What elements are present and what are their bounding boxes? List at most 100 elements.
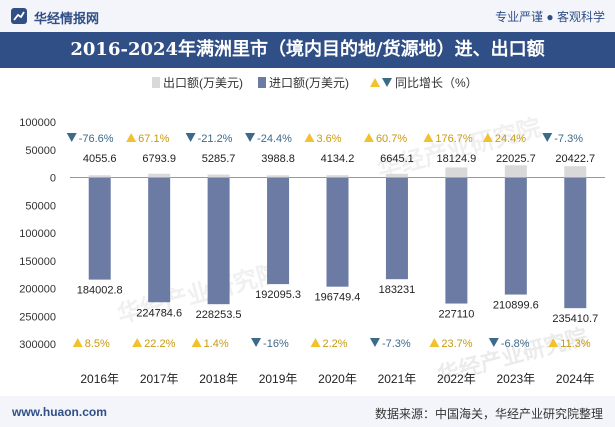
import-bar [267, 177, 290, 285]
x-tick-label: 2021年 [378, 372, 417, 386]
growth-down-icon [66, 133, 77, 142]
export-bar [207, 174, 230, 178]
export-bar [445, 167, 468, 178]
y-tick-label: 300000 [19, 339, 56, 351]
y-tick-label: 50000 [25, 145, 56, 157]
export-growth-label: 60.7% [376, 133, 407, 145]
growth-up-icon [363, 133, 374, 142]
import-value-label: 196749.4 [315, 292, 361, 304]
growth-up-icon [304, 133, 315, 142]
import-bar [88, 177, 111, 280]
growth-up-icon [482, 133, 493, 142]
import-value-label: 228253.5 [196, 309, 242, 321]
import-bar [504, 177, 527, 295]
import-growth-label: -16% [263, 338, 289, 350]
growth-up-icon [429, 338, 440, 347]
x-tick-label: 2016年 [80, 372, 119, 386]
import-value-label: 183231 [379, 284, 416, 296]
top-bar: 华经情报网 专业严谨 ● 客观科学 [0, 0, 615, 32]
import-growth-label: 23.7% [441, 338, 472, 350]
export-bar [148, 173, 171, 178]
growth-up-icon [72, 338, 83, 347]
export-bar [267, 175, 290, 178]
export-growth-label: -24.4% [257, 133, 292, 145]
export-value-label: 6645.1 [380, 153, 414, 165]
export-value-label: 6793.9 [142, 153, 176, 165]
growth-down-icon [185, 133, 196, 142]
footer-source: 数据来源：中国海关，华经产业研究院整理 [374, 407, 603, 421]
x-tick-label: 2018年 [199, 372, 238, 386]
y-tick-label: 100000 [19, 117, 56, 129]
growth-up-icon [126, 133, 137, 142]
y-tick-label: 50000 [25, 200, 56, 212]
growth-up-icon [423, 133, 434, 142]
import-growth-label: 1.4% [204, 338, 229, 350]
import-growth-label: 8.5% [85, 338, 110, 350]
import-bar [207, 177, 230, 305]
export-bar [564, 166, 587, 178]
growth-down-icon [542, 133, 553, 142]
import-bar [385, 177, 408, 280]
x-tick-label: 2019年 [259, 372, 298, 386]
y-tick-label: 200000 [19, 284, 56, 296]
x-tick-label: 2020年 [318, 372, 357, 386]
x-tick-label: 2017年 [140, 372, 179, 386]
growth-up-icon [132, 338, 143, 347]
growth-label-group: -76.6% 8.5% 67.1% 22.2% -21.2% 1.4% -24.4% -16%… [66, 133, 591, 350]
export-value-label: 20422.7 [555, 153, 595, 165]
export-growth-label: -76.6% [79, 133, 114, 145]
import-growth-label: 2.2% [323, 338, 348, 350]
import-value-label: 184002.8 [77, 285, 123, 297]
x-tick-label: 2023年 [496, 372, 535, 386]
legend-growth-label: 同比增长（%） [395, 76, 478, 90]
export-growth-label: 3.6% [317, 133, 342, 145]
chart-area: 华经产业研究院 华经产业研究院 华经产业研究院 出口额(万美元) 进口额(万美元… [19, 76, 605, 388]
export-value-label: 3988.8 [261, 153, 295, 165]
import-growth-label: 11.3% [560, 338, 591, 350]
export-value-label: 4134.2 [321, 153, 355, 165]
growth-down-icon [251, 338, 262, 347]
growth-down-icon [245, 133, 256, 142]
export-bar [504, 165, 527, 178]
import-bar [148, 177, 171, 303]
export-growth-label: -21.2% [198, 133, 233, 145]
import-value-label: 224784.6 [136, 307, 182, 319]
export-growth-label: -7.3% [554, 133, 583, 145]
chart-title: 2016-2024年满洲里市（境内目的地/货源地）进、出口额 [0, 32, 615, 68]
export-bar [326, 175, 349, 178]
export-value-label: 18124.9 [437, 153, 477, 165]
y-tick-label: 0 [50, 173, 56, 185]
growth-up-icon [310, 338, 321, 347]
import-bar [445, 177, 468, 304]
legend: 出口额(万美元) 进口额(万美元) 同比增长（%） [152, 76, 478, 90]
export-growth-label: 24.4% [495, 133, 526, 145]
x-tick-label: 2022年 [437, 372, 476, 386]
export-value-label: 22025.7 [496, 153, 536, 165]
growth-down-icon [369, 338, 380, 347]
import-growth-label: 22.2% [144, 338, 175, 350]
export-bar [385, 173, 408, 178]
growth-up-icon [548, 338, 559, 347]
footer-website: www.huaon.com [12, 405, 107, 419]
x-axis: 2016年 2017年 2018年 2019年 2020年 2021年 2022年 2023年… [80, 372, 594, 386]
export-growth-label: 176.7% [435, 133, 473, 145]
y-tick-label: 150000 [19, 256, 56, 268]
import-value-label: 227110 [438, 309, 474, 321]
import-bar [564, 177, 587, 309]
export-value-label: 5285.7 [202, 153, 236, 165]
bar-group [88, 165, 587, 309]
y-tick-label: 250000 [19, 311, 56, 323]
x-tick-label: 2024年 [556, 372, 595, 386]
growth-up-icon [191, 338, 202, 347]
legend-export-label: 出口额(万美元) [163, 76, 243, 90]
export-value-label: 4055.6 [83, 153, 117, 165]
footer-bar: www.huaon.com 数据来源：中国海关，华经产业研究院整理 [0, 396, 615, 427]
import-value-label: 235410.7 [552, 313, 598, 325]
import-growth-label: -6.8% [501, 338, 530, 350]
value-label-group: 4055.6 184002.8 6793.9 224784.6 5285.7 228253… [77, 153, 598, 325]
legend-import-swatch [258, 77, 266, 88]
import-growth-label: -7.3% [382, 338, 411, 350]
growth-down-icon [488, 338, 499, 347]
import-value-label: 192095.3 [255, 289, 301, 301]
logo-icon [11, 8, 27, 24]
